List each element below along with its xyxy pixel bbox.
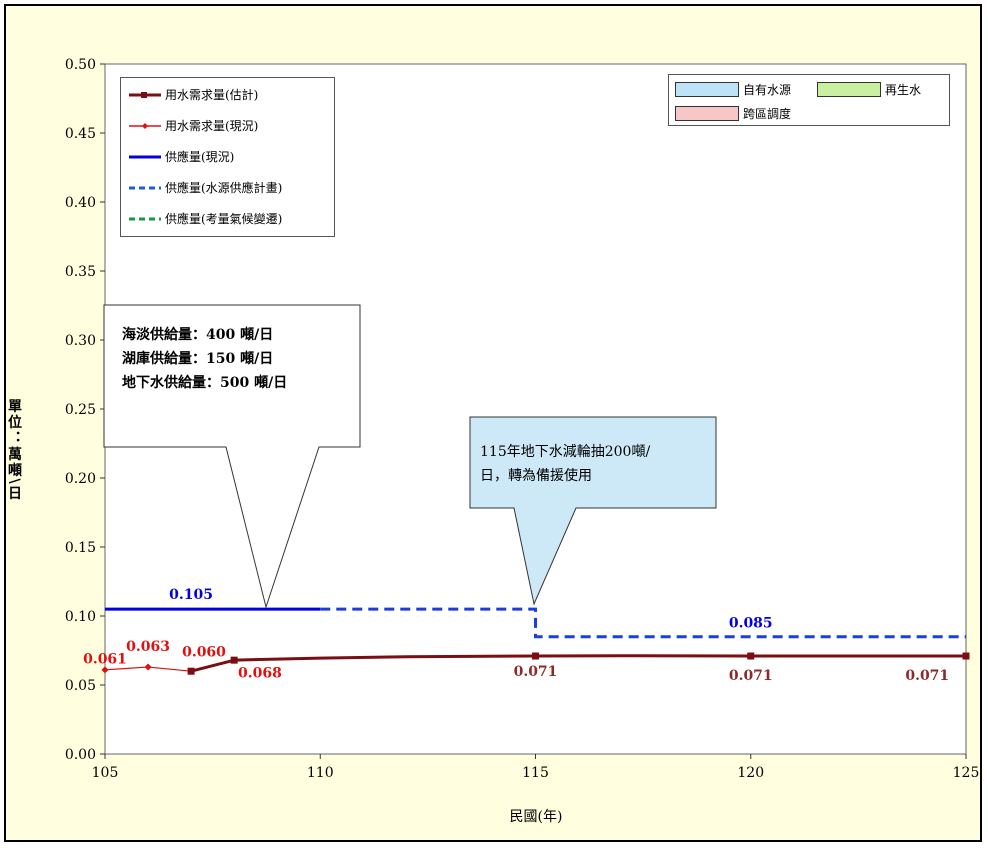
callout-box-groundwater [469,416,717,606]
legend-label: 跨區調度 [743,107,792,121]
callout-line: 地下水供給量：500 噸/日 [122,375,288,391]
demand-estimate-point [187,667,195,675]
demand-current-point [144,663,152,671]
y-tick-label: 0.25 [65,402,96,418]
legend-swatch-line-square [129,91,161,98]
legend-item-supply-climate: 供應量(考量氣候變遷) [129,210,282,227]
legend-swatch-fill [817,82,881,97]
y-axis-label: 單位：萬噸\日 [6,398,22,502]
legend-label: 用水需求量(估計) [165,88,259,102]
x-tick-label: 110 [307,765,334,781]
callout-line: 海淡供給量：400 噸/日 [122,327,274,343]
legend-label: 用水需求量(現況) [165,119,259,133]
legend-item-demand-estimate: 用水需求量(估計) [129,86,258,103]
callout-text-groundwater: 115年地下水減輪抽200噸/ 日，轉為備援使用 [480,440,650,488]
data-label: 0.060 [182,645,226,661]
axis-ticks: 0.00 0.05 0.10 0.15 0.20 0.25 0.30 0.35 0.40 0.45… [65,57,980,781]
legend-swatch-fill [675,106,739,121]
legend-right: 自有水源 再生水 跨區調度 [668,74,950,126]
legend-item-supply-current: 供應量(現況) [129,148,234,165]
x-tick-label: 115 [522,765,549,781]
legend-item-own-source: 自有水源 [675,81,791,98]
y-tick-label: 0.10 [65,609,96,625]
legend-swatch-solid [129,155,161,158]
y-tick-label: 0.45 [65,126,96,142]
series-demand-estimate [190,654,966,673]
y-tick-label: 0.05 [65,678,96,694]
callout-line: 日，轉為備援使用 [480,468,592,484]
demand-estimate-point [230,656,238,664]
y-tick-label: 0.20 [65,471,96,487]
x-axis-label: 民國(年) [509,809,563,825]
callout-text-supply: 海淡供給量：400 噸/日 湖庫供給量：150 噸/日 地下水供給量：500 噸… [122,323,287,395]
legend-left: 用水需求量(估計) 用水需求量(現況) 供應量(現況) 供應量(水源供應計畫) … [120,77,335,237]
legend-item-recycled-water: 再生水 [817,81,921,98]
data-label: 0.105 [169,587,213,603]
legend-swatch-fill [675,82,739,97]
series-layer [101,607,970,675]
legend-item-demand-current: 用水需求量(現況) [129,117,258,134]
legend-item-cross-region: 跨區調度 [675,105,791,122]
y-tick-label: 0.50 [65,57,96,73]
callout-line: 湖庫供給量：150 噸/日 [122,351,274,367]
x-tick-label: 120 [737,765,764,781]
data-label: 0.063 [126,639,170,655]
demand-estimate-point [747,652,755,660]
y-tick-label: 0.15 [65,540,96,556]
legend-item-supply-plan: 供應量(水源供應計畫) [129,179,282,196]
legend-label: 供應量(現況) [165,150,235,164]
legend-label: 再生水 [885,83,922,97]
legend-label: 供應量(水源供應計畫) [165,181,283,195]
x-tick-label: 125 [953,765,980,781]
callouts [103,304,717,609]
x-tick-label: 105 [92,765,119,781]
data-label: 0.085 [729,616,773,632]
callout-box-supply [103,304,361,609]
y-tick-label: 0.40 [65,195,96,211]
data-label: 0.068 [238,665,282,681]
data-label: 0.061 [83,652,127,668]
y-tick-label: 0.35 [65,264,96,280]
demand-estimate-point [532,652,539,660]
demand-current-point [101,666,109,674]
y-tick-label: 0.30 [65,333,96,349]
legend-label: 自有水源 [743,83,792,97]
callout-line: 115年地下水減輪抽200噸/ [480,444,651,460]
data-label: 0.071 [514,664,558,680]
data-label: 0.071 [905,668,949,684]
legend-swatch-line-diamond [129,122,161,129]
y-tick-label: 0.00 [65,747,96,763]
legend-label: 供應量(考量氣候變遷) [165,212,283,226]
legend-swatch-dashed [129,186,161,189]
demand-estimate-point [962,652,970,660]
series-supply-plan [320,607,966,639]
data-label: 0.071 [729,668,773,684]
legend-swatch-dashed [129,217,161,220]
